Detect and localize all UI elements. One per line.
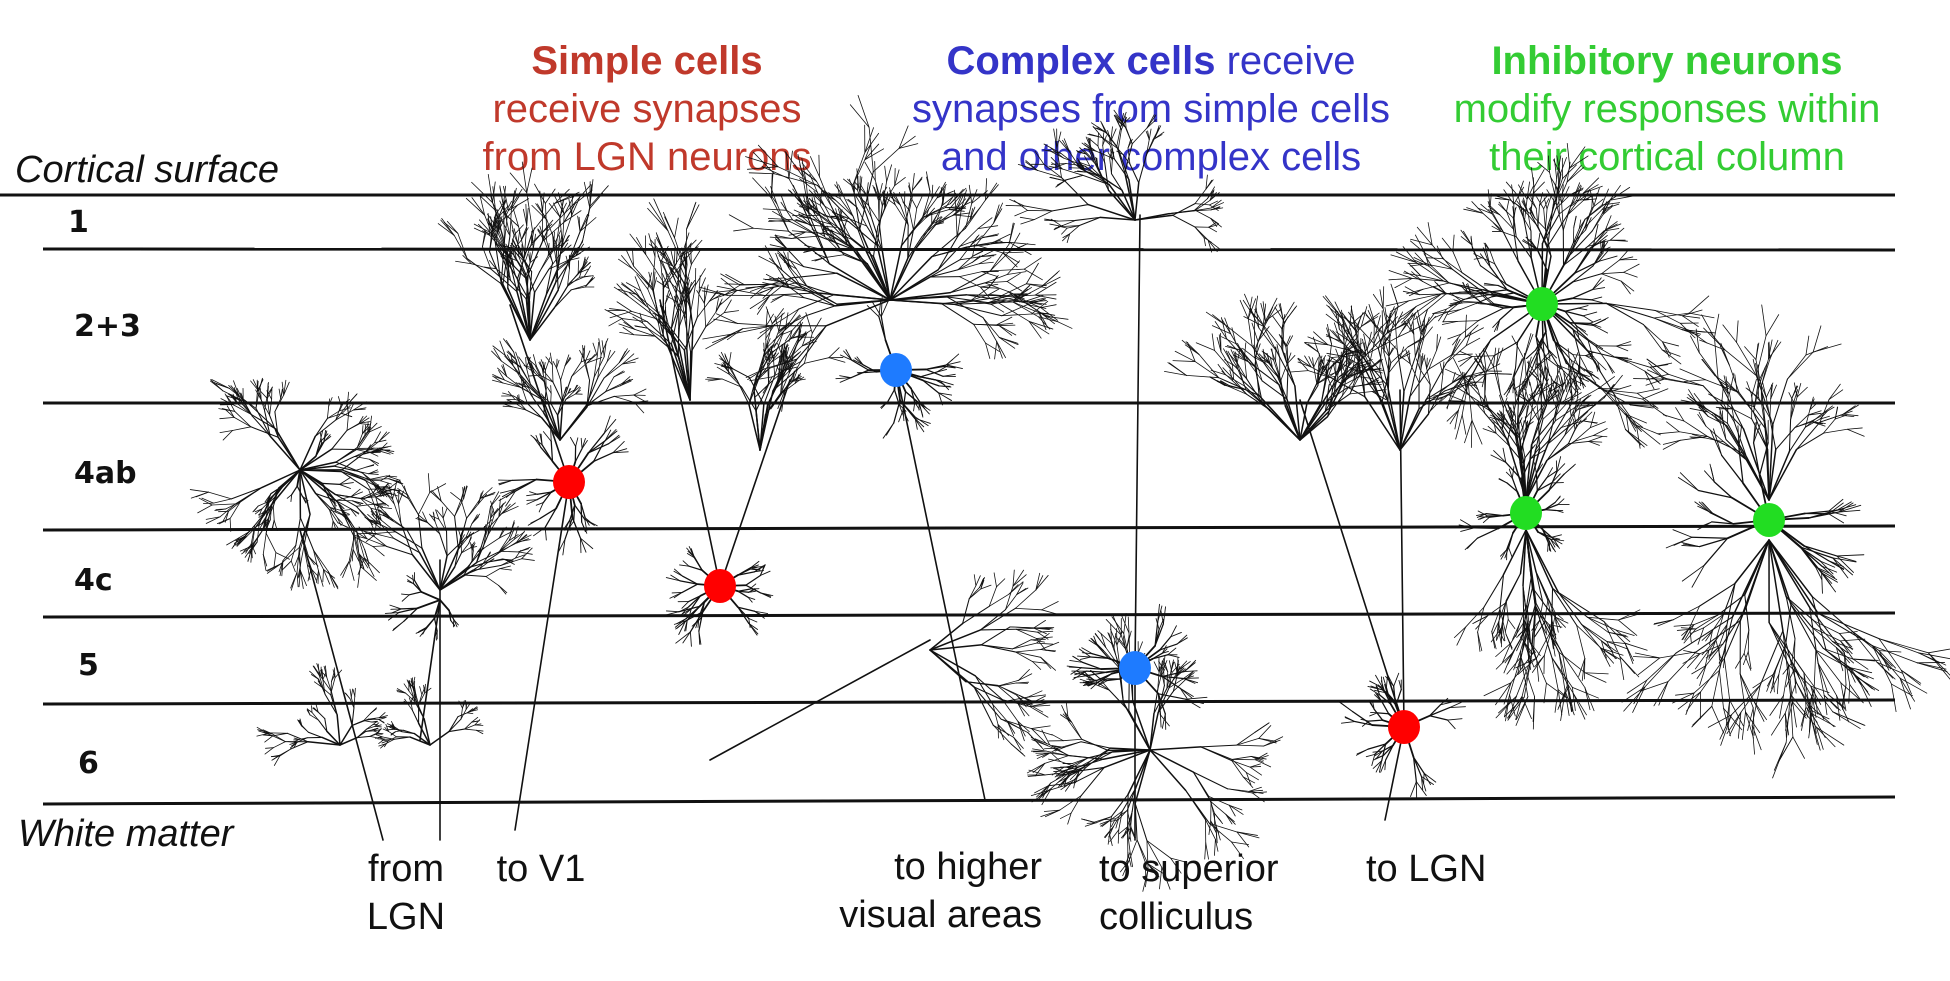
- inhibitory-soma: [1526, 287, 1558, 321]
- inhibitory-basket-23: [1385, 143, 1716, 449]
- boundary-5-6: [42, 698, 1896, 706]
- complex-cells-desc-2: and other complex cells: [941, 135, 1361, 179]
- from-lgn-label-1: from: [368, 848, 444, 890]
- cortical-surface-label: Cortical surface: [15, 149, 279, 191]
- inhibitory-title: Inhibitory neurons: [1491, 39, 1842, 83]
- to-sc-label-2: colliculus: [1099, 896, 1253, 938]
- layer-label-2-3: 2+3: [74, 309, 141, 344]
- to-lgn-label: to LGN: [1366, 848, 1486, 890]
- projection-labels: from LGN to V1 to higher visual areas to…: [367, 846, 1486, 938]
- lgn-afferent-arbor-1: [189, 377, 404, 841]
- layer-boundaries: [0, 193, 1896, 806]
- complex-cell-layer5: [1005, 109, 1284, 892]
- simple-cells-desc-1: receive synapses: [492, 87, 801, 131]
- layer-label-1: 1: [68, 205, 89, 240]
- lgn-afferent-arbor-2: [353, 473, 535, 841]
- inhibitory-soma: [1753, 503, 1785, 537]
- layer6-pyramidal: [1164, 283, 1513, 821]
- inhibitory-chandelier: [1621, 304, 1950, 779]
- boundary-4ab-4c: [42, 524, 1896, 532]
- to-v1-label: to V1: [497, 848, 586, 890]
- complex-cell-layer23: [698, 95, 1073, 801]
- complex-cell-soma: [880, 353, 912, 387]
- simple-cell-soma: [553, 465, 585, 499]
- simple-cells-heading: Simple cells receive synapses from LGN n…: [482, 39, 811, 179]
- white-matter-label: White matter: [18, 813, 235, 855]
- simple-cells-title: Simple cells: [531, 39, 762, 83]
- simple-cell-pyramidal: [437, 161, 649, 831]
- complex-cell-soma: [1119, 651, 1151, 685]
- boundary-1-23: [42, 247, 1896, 252]
- layer-label-5: 5: [78, 648, 99, 683]
- somas: [553, 287, 1785, 744]
- simple-cell-soma: [704, 569, 736, 603]
- boundary-4c-5: [42, 611, 1896, 619]
- complex-cells-title: Complex cells receive: [946, 39, 1355, 83]
- neuron-drawings: [189, 95, 1950, 892]
- inhibitory-soma: [1510, 496, 1542, 530]
- to-sc-label-1: to superior: [1099, 848, 1279, 890]
- layer-label-4c: 4c: [74, 563, 113, 598]
- complex-cells-heading: Complex cells receive synapses from simp…: [912, 39, 1390, 179]
- layer-labels: 1 2+3 4ab 4c 5 6: [68, 205, 141, 781]
- layer-label-4ab: 4ab: [74, 456, 137, 491]
- inhibitory-neurons-heading: Inhibitory neurons modify responses with…: [1454, 39, 1881, 179]
- simple-cell-soma: [1388, 710, 1420, 744]
- layer-label-6: 6: [78, 746, 99, 781]
- simple-cells-desc-2: from LGN neurons: [482, 135, 811, 179]
- to-higher-label-2: visual areas: [839, 894, 1042, 936]
- from-lgn-label-2: LGN: [367, 896, 445, 938]
- boundary-white-matter: [42, 795, 1896, 806]
- to-higher-label-1: to higher: [894, 846, 1042, 888]
- inhibitory-desc-1: modify responses within: [1454, 87, 1881, 131]
- complex-cells-desc-1: synapses from simple cells: [912, 87, 1390, 131]
- inhibitory-double-bouquet: [1444, 333, 1648, 730]
